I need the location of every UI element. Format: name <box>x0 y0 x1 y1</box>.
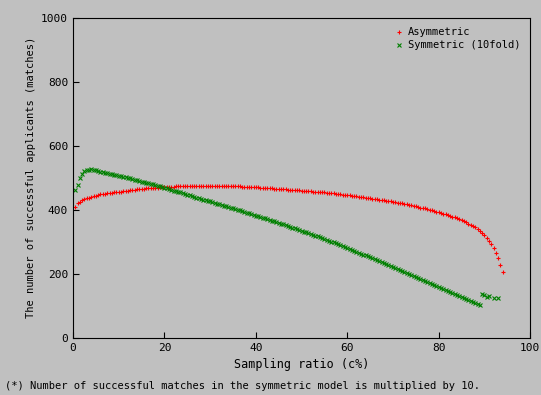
Asymmetric <box>204 183 211 188</box>
Symmetric (10fold) <box>77 175 83 180</box>
Symmetric (10fold) <box>484 295 490 299</box>
Asymmetric <box>488 242 494 246</box>
Line: Symmetric (10fold): Symmetric (10fold) <box>73 167 500 308</box>
Legend: Asymmetric, Symmetric (10fold): Asymmetric, Symmetric (10fold) <box>391 23 525 55</box>
Asymmetric <box>74 201 81 206</box>
Asymmetric <box>189 183 195 188</box>
Asymmetric <box>499 270 506 275</box>
Line: Asymmetric: Asymmetric <box>73 183 505 275</box>
Symmetric (10fold) <box>266 218 273 222</box>
Symmetric (10fold) <box>495 296 502 301</box>
Symmetric (10fold) <box>477 303 483 308</box>
Asymmetric <box>116 190 122 194</box>
Symmetric (10fold) <box>216 202 222 207</box>
Y-axis label: The number of successful applicants (matches): The number of successful applicants (mat… <box>25 37 36 318</box>
Asymmetric <box>230 184 236 188</box>
Asymmetric <box>216 183 222 188</box>
Text: (*) Number of successful matches in the symmetric model is multiplied by 10.: (*) Number of successful matches in the … <box>5 381 480 391</box>
Symmetric (10fold) <box>490 295 497 300</box>
X-axis label: Sampling ratio (c%): Sampling ratio (c%) <box>234 358 370 371</box>
Symmetric (10fold) <box>236 208 243 213</box>
Symmetric (10fold) <box>88 167 95 172</box>
Asymmetric <box>72 204 78 209</box>
Symmetric (10fold) <box>72 187 78 192</box>
